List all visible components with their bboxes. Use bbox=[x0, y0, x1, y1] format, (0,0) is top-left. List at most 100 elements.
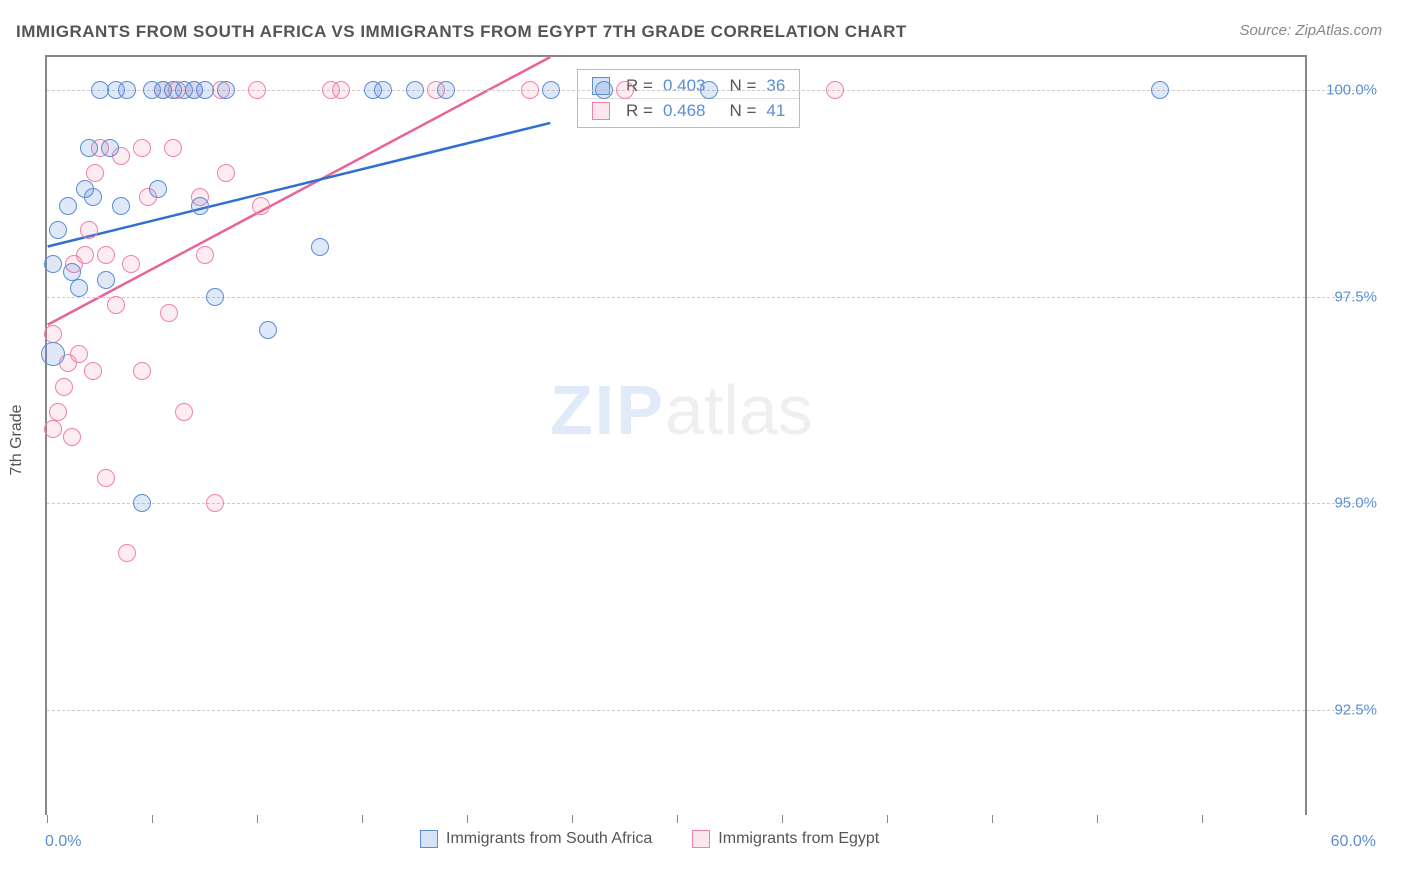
x-tick bbox=[257, 815, 258, 823]
data-point bbox=[49, 403, 67, 421]
legend-row: R = 0.468 N = 41 bbox=[578, 98, 799, 123]
data-point bbox=[91, 81, 109, 99]
data-point bbox=[118, 81, 136, 99]
data-point bbox=[122, 255, 140, 273]
data-point bbox=[252, 197, 270, 215]
legend-label-series1: Immigrants from South Africa bbox=[446, 830, 652, 848]
regression-lines bbox=[47, 57, 1305, 815]
data-point bbox=[76, 246, 94, 264]
data-point bbox=[1151, 81, 1169, 99]
legend-label-series2: Immigrants from Egypt bbox=[718, 830, 879, 848]
x-tick bbox=[887, 815, 888, 823]
legend-swatch-pink bbox=[592, 102, 610, 120]
data-point bbox=[196, 81, 214, 99]
series-legend: Immigrants from South Africa Immigrants … bbox=[420, 830, 879, 848]
data-point bbox=[41, 342, 65, 366]
data-point bbox=[84, 188, 102, 206]
legend-r-label: R = bbox=[626, 101, 653, 121]
data-point bbox=[332, 81, 350, 99]
x-tick bbox=[572, 815, 573, 823]
data-point bbox=[191, 197, 209, 215]
legend-item-series1: Immigrants from South Africa bbox=[420, 830, 652, 848]
data-point bbox=[55, 378, 73, 396]
data-point bbox=[164, 139, 182, 157]
data-point bbox=[80, 221, 98, 239]
data-point bbox=[112, 197, 130, 215]
data-point bbox=[97, 246, 115, 264]
plot-inner: R = 0.403 N = 36 R = 0.468 N = 41 92.5%9… bbox=[47, 57, 1305, 815]
data-point bbox=[248, 81, 266, 99]
legend-r-value: 0.468 bbox=[663, 101, 706, 121]
data-point bbox=[175, 403, 193, 421]
data-point bbox=[374, 81, 392, 99]
data-point bbox=[44, 420, 62, 438]
data-point bbox=[521, 81, 539, 99]
data-point bbox=[133, 494, 151, 512]
data-point bbox=[133, 139, 151, 157]
y-tick-label: 100.0% bbox=[1317, 82, 1377, 99]
data-point bbox=[196, 246, 214, 264]
legend-n-label: N = bbox=[729, 76, 756, 96]
x-tick bbox=[1202, 815, 1203, 823]
chart-title: IMMIGRANTS FROM SOUTH AFRICA VS IMMIGRAN… bbox=[16, 22, 907, 42]
source-attribution: Source: ZipAtlas.com bbox=[1239, 22, 1382, 39]
data-point bbox=[217, 81, 235, 99]
data-point bbox=[259, 321, 277, 339]
data-point bbox=[406, 81, 424, 99]
legend-n-value: 41 bbox=[766, 101, 785, 121]
data-point bbox=[80, 139, 98, 157]
x-tick bbox=[467, 815, 468, 823]
x-tick bbox=[47, 815, 48, 823]
chart-plot-area: R = 0.403 N = 36 R = 0.468 N = 41 92.5%9… bbox=[45, 55, 1305, 815]
data-point bbox=[206, 288, 224, 306]
gridline bbox=[47, 297, 1365, 298]
data-point bbox=[118, 544, 136, 562]
data-point bbox=[149, 180, 167, 198]
correlation-legend-box: R = 0.403 N = 36 R = 0.468 N = 41 bbox=[577, 69, 800, 128]
data-point bbox=[86, 164, 104, 182]
gridline bbox=[47, 710, 1365, 711]
x-tick bbox=[782, 815, 783, 823]
y-axis-title: 7th Grade bbox=[8, 404, 26, 475]
x-axis-min-label: 0.0% bbox=[45, 833, 81, 851]
x-tick bbox=[677, 815, 678, 823]
data-point bbox=[97, 271, 115, 289]
data-point bbox=[63, 428, 81, 446]
data-point bbox=[49, 221, 67, 239]
data-point bbox=[44, 255, 62, 273]
legend-item-series2: Immigrants from Egypt bbox=[692, 830, 879, 848]
data-point bbox=[160, 304, 178, 322]
legend-swatch-pink bbox=[692, 830, 710, 848]
y-tick-label: 92.5% bbox=[1317, 701, 1377, 718]
y-tick-label: 95.0% bbox=[1317, 495, 1377, 512]
legend-n-value: 36 bbox=[766, 76, 785, 96]
data-point bbox=[101, 139, 119, 157]
regression-line bbox=[48, 123, 551, 247]
data-point bbox=[44, 325, 62, 343]
x-tick bbox=[1097, 815, 1098, 823]
x-axis-max-label: 60.0% bbox=[1331, 833, 1376, 851]
x-tick bbox=[362, 815, 363, 823]
data-point bbox=[133, 362, 151, 380]
x-tick bbox=[992, 815, 993, 823]
data-point bbox=[437, 81, 455, 99]
data-point bbox=[217, 164, 235, 182]
data-point bbox=[542, 81, 560, 99]
legend-n-label: N = bbox=[729, 101, 756, 121]
gridline bbox=[47, 503, 1365, 504]
data-point bbox=[97, 469, 115, 487]
y-tick-label: 97.5% bbox=[1317, 288, 1377, 305]
data-point bbox=[70, 279, 88, 297]
data-point bbox=[616, 81, 634, 99]
data-point bbox=[595, 81, 613, 99]
data-point bbox=[63, 263, 81, 281]
data-point bbox=[59, 197, 77, 215]
data-point bbox=[311, 238, 329, 256]
legend-swatch-blue bbox=[420, 830, 438, 848]
x-tick bbox=[152, 815, 153, 823]
data-point bbox=[84, 362, 102, 380]
data-point bbox=[826, 81, 844, 99]
data-point bbox=[700, 81, 718, 99]
data-point bbox=[206, 494, 224, 512]
data-point bbox=[107, 296, 125, 314]
